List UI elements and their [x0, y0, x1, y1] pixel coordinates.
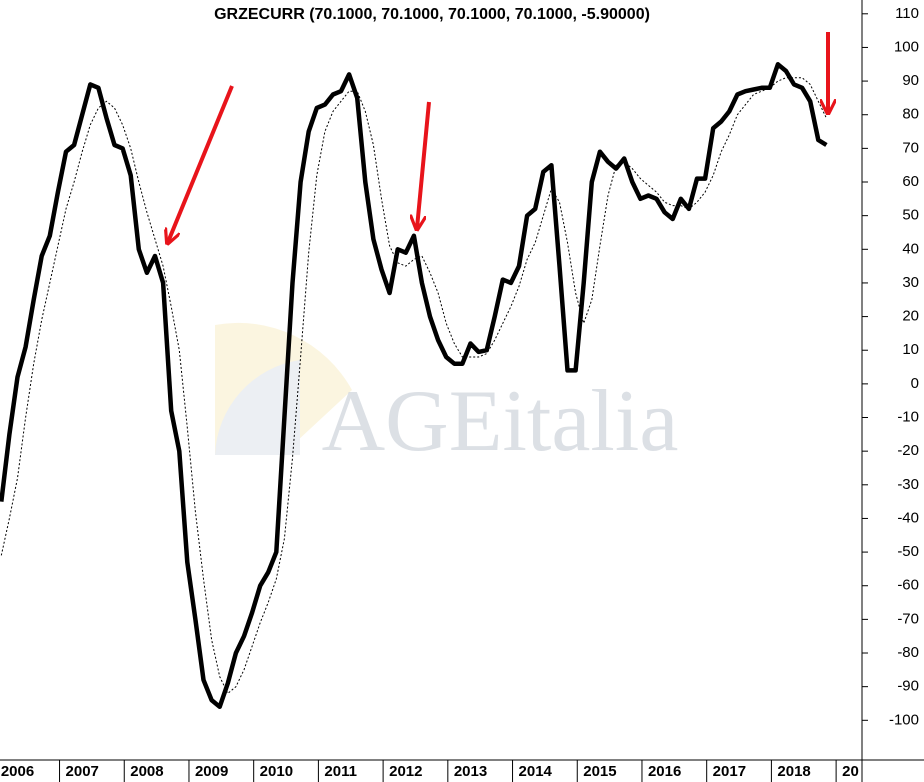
y-tick-label: -90	[897, 678, 919, 695]
x-tick-label: 2009	[195, 763, 228, 780]
y-tick-label: 10	[902, 341, 919, 358]
x-tick-label: 2007	[66, 763, 99, 780]
plot-area	[0, 62, 828, 710]
y-tick-label: -20	[897, 442, 919, 459]
arrow	[417, 101, 431, 228]
x-tick-label: 2010	[260, 763, 293, 780]
x-tick-label: 2008	[130, 763, 163, 780]
y-tick-label: -50	[897, 543, 919, 560]
watermark-logo	[215, 322, 352, 455]
y-tick-label: 90	[902, 72, 919, 89]
y-tick-label: 100	[894, 38, 919, 55]
x-tick-label: 2015	[583, 763, 616, 780]
y-tick-label: 50	[902, 207, 919, 224]
x-tick-label: 2006	[1, 763, 34, 780]
arrows	[168, 32, 828, 242]
y-tick-label: -10	[897, 408, 919, 425]
chart-title: GRZECURR (70.1000, 70.1000, 70.1000, 70.…	[214, 6, 650, 23]
x-tick-label: 2018	[777, 763, 810, 780]
x-tick-label: 2017	[713, 763, 746, 780]
y-tick-label: -40	[897, 509, 919, 526]
y-tick-label: 0	[911, 375, 919, 392]
x-tick-label: 2016	[648, 763, 681, 780]
y-tick-label: -70	[897, 610, 919, 627]
y-tick-label: 110	[895, 5, 919, 22]
y-tick-label: -80	[897, 644, 919, 661]
x-tick-label: 2013	[454, 763, 487, 780]
x-tick-label: 2012	[389, 763, 422, 780]
x-tick-label: 2014	[519, 763, 553, 780]
y-tick-label: -100	[889, 711, 919, 728]
y-tick-label: 60	[902, 173, 919, 190]
y-tick-label: 70	[902, 139, 919, 156]
y-tick-label: 30	[902, 274, 919, 291]
y-tick-label: 40	[902, 240, 919, 257]
y-tick-label: -60	[897, 577, 919, 594]
y-tick-label: -30	[897, 476, 919, 493]
x-tick-label: 20	[842, 763, 859, 780]
arrow	[168, 85, 234, 242]
x-tick-label: 2011	[324, 763, 357, 780]
watermark: AGEitalia	[322, 373, 679, 470]
y-tick-label: 80	[902, 106, 919, 123]
y-tick-label: 20	[902, 308, 919, 325]
signal-line	[0, 77, 827, 694]
